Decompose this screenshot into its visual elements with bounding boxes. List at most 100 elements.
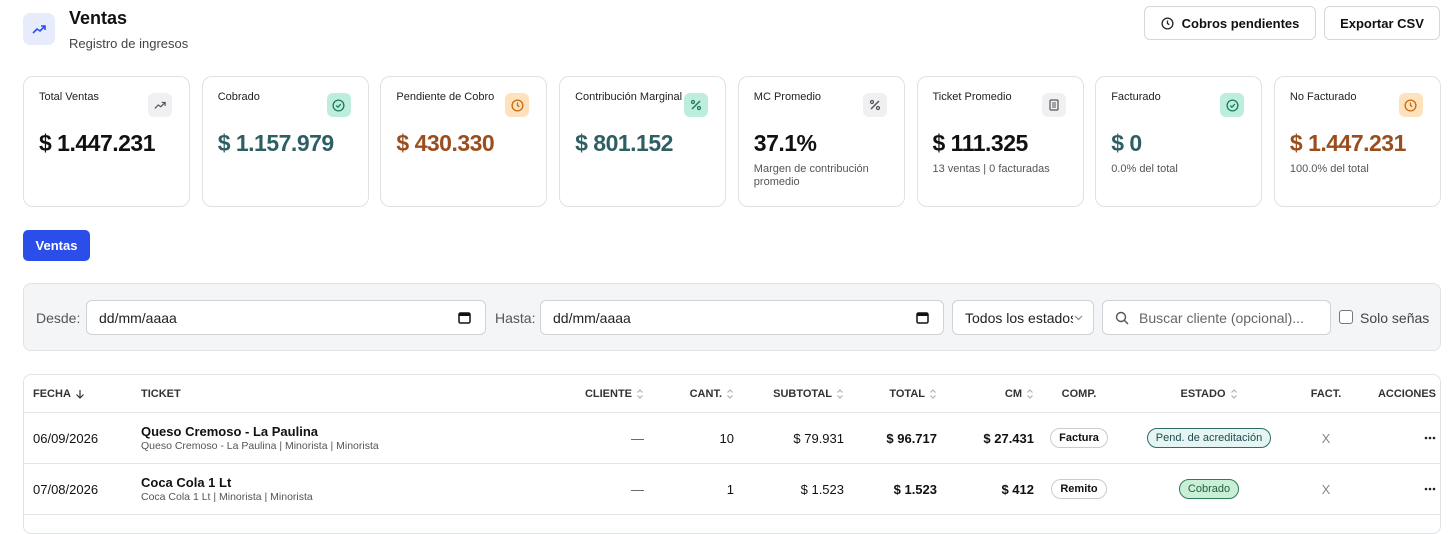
card-value: $ 111.325 <box>932 130 1029 156</box>
fact-text: X <box>1321 481 1331 497</box>
total-text: $ 96.717 <box>886 430 937 446</box>
date-text: dd/mm/aaaa <box>553 309 631 326</box>
summary-card: Ticket Promedio $ 111.325 13 ventas | 0 fa… <box>916 76 1084 207</box>
button-label: Cobros pendientes <box>1181 15 1300 31</box>
sort-icon[interactable] <box>75 389 85 399</box>
sort-icon[interactable] <box>726 388 734 399</box>
fecha-text: 06/09/2026 <box>33 430 99 446</box>
column-title: TOTAL <box>889 387 925 400</box>
ticket-detail: Queso Cremoso - La Paulina | Minorista |… <box>141 440 379 452</box>
column-title: COMP. <box>1061 387 1097 400</box>
column-header: TICKET <box>141 375 441 412</box>
card-note: Margen de contribución promedio <box>753 163 869 188</box>
table-cell: $ 412 <box>944 464 1034 514</box>
sort-icon[interactable] <box>1230 388 1238 399</box>
summary-card: MC Promedio 37.1% Margen de contribución p… <box>737 76 905 207</box>
sort-icon[interactable] <box>636 388 644 399</box>
card-value: $ 1.157.979 <box>217 130 335 156</box>
card-icon <box>684 93 709 117</box>
column-header: FACT. <box>1294 375 1358 412</box>
cliente-text: — <box>631 430 644 446</box>
table-cell: Queso Cremoso - La Paulina Queso Cremoso … <box>141 413 441 463</box>
table-cell: X <box>1294 464 1358 514</box>
column-title: CM <box>1004 387 1022 400</box>
column-title: SUBTOTAL <box>773 387 832 400</box>
summary-card: Facturado $ 0 0.0% del total <box>1095 76 1263 207</box>
column-title: CANT. <box>689 387 722 400</box>
doc-type-badge: Factura <box>1050 428 1108 448</box>
page-subtitle: Registro de ingresos <box>69 36 189 51</box>
table-cell: — <box>534 413 644 463</box>
summary-card: Contribución Marginal $ 801.152 <box>559 76 727 207</box>
header-icon <box>23 13 55 45</box>
table-cell: — <box>534 464 644 514</box>
card-value: $ 430.330 <box>396 130 495 156</box>
search-input[interactable]: Buscar cliente (opcional)... <box>1102 300 1331 335</box>
card-icon <box>326 93 351 117</box>
column-header: CM <box>944 375 1034 412</box>
card-icon <box>505 93 530 117</box>
select-text: Todos los estados <box>965 309 1073 326</box>
summary-card: Pendiente de Cobro $ 430.330 <box>380 76 548 207</box>
card-icon <box>1398 93 1423 117</box>
hasta-input[interactable]: dd/mm/aaaa <box>540 300 944 335</box>
card-label: Pendiente de Cobro <box>396 91 495 103</box>
actions-menu[interactable] <box>1366 464 1436 514</box>
ticket-detail: Coca Cola 1 Lt | Minorista | Minorista <box>141 491 313 503</box>
sort-icon[interactable] <box>1026 388 1034 399</box>
card-icon <box>1041 93 1066 117</box>
cant-text: 1 <box>726 481 734 497</box>
status-badge: Pend. de acreditación <box>1146 428 1272 448</box>
cm-text: $ 27.431 <box>983 430 1034 446</box>
column-header: ESTADO <box>1134 375 1284 412</box>
actions-menu[interactable] <box>1366 413 1436 463</box>
table-cell: $ 96.717 <box>854 413 937 463</box>
column-title: ACCIONES <box>1377 387 1436 400</box>
table-row: 06/09/2026 Queso Cremoso - La Paulina Ques… <box>24 413 1440 464</box>
subtotal-text: $ 1.523 <box>800 481 844 497</box>
card-value: 37.1% <box>753 130 817 156</box>
card-label: Cobrado <box>217 91 260 103</box>
table-cell: $ 1.523 <box>854 464 937 514</box>
cant-text: 10 <box>719 430 734 446</box>
card-note: 0.0% del total <box>1111 163 1178 175</box>
card-icon <box>1220 93 1245 117</box>
card-label: Contribución Marginal <box>575 91 683 103</box>
hasta-label: Hasta: <box>495 309 536 326</box>
column-header: FECHA <box>33 375 123 412</box>
cliente-text: — <box>631 481 644 497</box>
tab-ventas[interactable]: Ventas <box>23 230 90 261</box>
card-icon <box>862 93 887 117</box>
cobros-button[interactable]: Cobros pendientes <box>1144 6 1316 40</box>
table-cell: 1 <box>654 464 734 514</box>
card-label: Ticket Promedio <box>932 91 1012 103</box>
card-note: 100.0% del total <box>1289 163 1369 175</box>
date-text: dd/mm/aaaa <box>99 309 177 326</box>
export-button[interactable]: Exportar CSV <box>1324 6 1440 40</box>
desde-label: Desde: <box>36 309 81 326</box>
table-cell: Pend. de acreditación <box>1134 413 1284 463</box>
fecha-text: 07/08/2026 <box>33 481 99 497</box>
estado-select[interactable]: Todos los estados <box>952 300 1094 335</box>
column-header: CANT. <box>654 375 734 412</box>
table-cell: 07/08/2026 <box>33 464 123 514</box>
card-value: $ 1.447.231 <box>1289 130 1407 156</box>
checkbox[interactable] <box>1339 310 1353 324</box>
table-cell: Cobrado <box>1134 464 1284 514</box>
table-cell: $ 1.523 <box>744 464 844 514</box>
ticket-title: Coca Cola 1 Lt <box>141 475 232 490</box>
filter-bar: Desde: dd/mm/aaaa Hasta: dd/mm/aaaa Todo… <box>23 283 1441 351</box>
table-cell: Coca Cola 1 Lt Coca Cola 1 Lt | Minorista… <box>141 464 441 514</box>
summary-card: No Facturado $ 1.447.231 100.0% del total <box>1273 76 1441 207</box>
sales-table: FECHA TICKET CLIENTE CANT. SUBTOTAL TOTAL CM CO… <box>23 374 1441 534</box>
column-title: FACT. <box>1310 387 1342 400</box>
desde-input[interactable]: dd/mm/aaaa <box>86 300 486 335</box>
card-value: $ 801.152 <box>575 130 673 156</box>
page: Ventas Registro de ingresos Cobros pendi… <box>23 6 1441 534</box>
table-cell: 06/09/2026 <box>33 413 123 463</box>
table-cell: Remito <box>1044 464 1114 514</box>
sort-icon[interactable] <box>836 388 844 399</box>
summary-card: Total Ventas $ 1.447.231 <box>23 76 190 207</box>
sort-icon[interactable] <box>929 388 937 399</box>
table-header: FECHA TICKET CLIENTE CANT. SUBTOTAL TOTAL CM CO… <box>24 375 1440 413</box>
